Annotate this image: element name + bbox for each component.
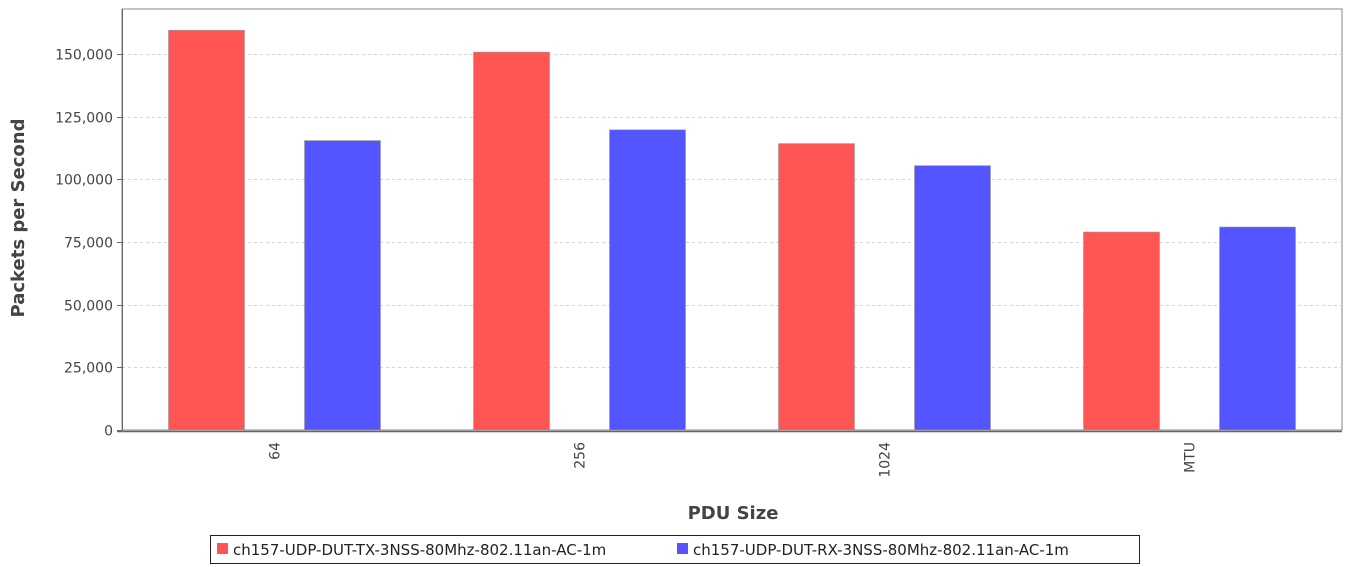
- x-tick-labels: 64 256 1024 MTU: [268, 442, 1199, 478]
- x-tick-label: 1024: [878, 442, 894, 478]
- y-tick-label: 75,000: [64, 236, 113, 252]
- y-tick-labels: 0 25,000 50,000 75,000 100,000 125,000 150,000: [55, 48, 113, 440]
- bar: [304, 140, 381, 431]
- legend-label: ch157-UDP-DUT-TX-3NSS-80Mhz-802.11an-AC-…: [233, 541, 606, 559]
- x-tick-label: 256: [573, 442, 589, 469]
- y-axis-title: Packets per Second: [8, 119, 29, 318]
- bar: [1219, 226, 1296, 431]
- y-tick-label: 25,000: [64, 361, 113, 377]
- y-tick-label: 50,000: [64, 299, 113, 315]
- y-tick-label: 150,000: [55, 48, 113, 64]
- x-tick-label: 64: [268, 442, 284, 460]
- legend-swatch: [217, 543, 228, 554]
- y-tick-label: 100,000: [55, 173, 113, 189]
- bar: [473, 51, 550, 431]
- legend-item: ch157-UDP-DUT-RX-3NSS-80Mhz-802.11an-AC-…: [677, 541, 1069, 559]
- x-axis-title: PDU Size: [688, 503, 779, 524]
- x-tick-label: MTU: [1183, 442, 1199, 473]
- bar: [168, 30, 245, 431]
- bar: [914, 165, 991, 431]
- y-tick-label: 125,000: [55, 111, 113, 127]
- legend-label: ch157-UDP-DUT-RX-3NSS-80Mhz-802.11an-AC-…: [693, 541, 1069, 559]
- legend-item: ch157-UDP-DUT-TX-3NSS-80Mhz-802.11an-AC-…: [217, 541, 606, 559]
- legend: ch157-UDP-DUT-TX-3NSS-80Mhz-802.11an-AC-…: [210, 535, 1140, 564]
- bar: [609, 129, 686, 431]
- axes: [117, 9, 1342, 433]
- legend-swatch: [677, 543, 688, 554]
- bar: [1083, 231, 1160, 431]
- bars: [168, 30, 1296, 431]
- y-tick-label: 0: [104, 424, 113, 440]
- legend-box: [210, 535, 1140, 564]
- bar: [778, 143, 855, 431]
